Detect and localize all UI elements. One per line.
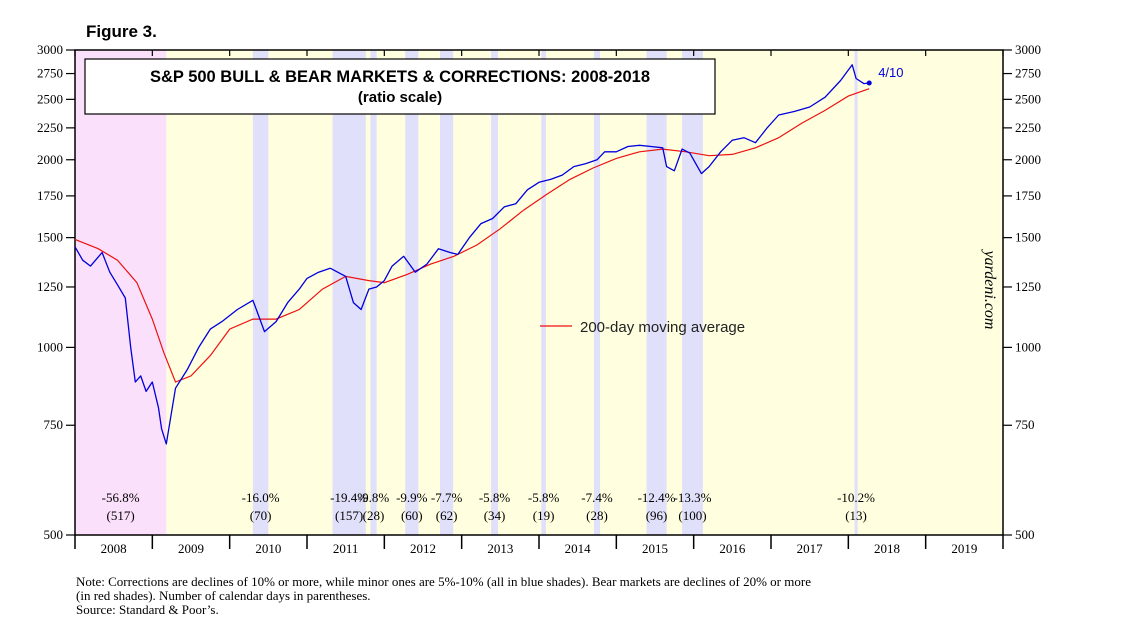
y-tick-label-right: 1250 xyxy=(1015,279,1041,294)
period-pct-label: -56.8% xyxy=(102,490,140,505)
period-days-label: (70) xyxy=(250,508,272,523)
y-tick-label-left: 750 xyxy=(44,417,64,432)
shade-correction-1 xyxy=(252,50,269,535)
x-tick-label: 2011 xyxy=(333,541,359,556)
period-pct-label: -9.8% xyxy=(358,490,390,505)
shade-correction-10 xyxy=(682,50,703,535)
x-tick-label: 2008 xyxy=(101,541,127,556)
plot-background xyxy=(75,50,1003,535)
y-tick-label-left: 2250 xyxy=(37,120,63,135)
y-tick-label-left: 2750 xyxy=(37,66,63,81)
period-pct-label: -9.9% xyxy=(396,490,428,505)
period-pct-label: -5.8% xyxy=(528,490,560,505)
y-tick-label-left: 500 xyxy=(44,527,64,542)
x-tick-label: 2016 xyxy=(719,541,746,556)
legend-label-ma: 200-day moving average xyxy=(580,319,745,336)
period-days-label: (157) xyxy=(335,508,363,523)
period-pct-label: -16.0% xyxy=(242,490,280,505)
period-pct-label: -7.7% xyxy=(431,490,463,505)
x-tick-label: 2015 xyxy=(642,541,668,556)
note-line-1: Note: Corrections are declines of 10% or… xyxy=(76,574,811,589)
y-tick-label-right: 1000 xyxy=(1015,339,1041,354)
y-tick-label-left: 2000 xyxy=(37,152,63,167)
x-tick-label: 2019 xyxy=(951,541,977,556)
x-tick-label: 2014 xyxy=(565,541,592,556)
plot-area xyxy=(75,50,1003,535)
period-days-label: (62) xyxy=(436,508,458,523)
title-box: S&P 500 BULL & BEAR MARKETS & CORRECTION… xyxy=(84,58,716,115)
period-days-label: (517) xyxy=(107,508,135,523)
axes: 500 500 750 750 1000 1000 1250 1250 1500 1500 1750… xyxy=(37,42,1041,556)
y-tick-label-right: 3000 xyxy=(1015,42,1041,57)
period-pct-label: -10.2% xyxy=(837,490,875,505)
period-pct-label: -12.4% xyxy=(638,490,676,505)
y-tick-label-left: 1000 xyxy=(37,339,63,354)
y-tick-label-left: 1750 xyxy=(37,188,63,203)
legend: 200-day moving average xyxy=(540,319,745,336)
y-tick-label-left: 2500 xyxy=(37,91,63,106)
chart-subtitle: (ratio scale) xyxy=(358,89,442,106)
y-tick-label-right: 2250 xyxy=(1015,120,1041,135)
x-tick-label: 2012 xyxy=(410,541,436,556)
shaded-periods xyxy=(75,50,858,535)
period-days-label: (96) xyxy=(646,508,668,523)
shade-correction-2 xyxy=(332,50,366,535)
period-pct-label: -13.3% xyxy=(674,490,712,505)
period-pct-label: -19.4% xyxy=(330,490,368,505)
period-days-label: (19) xyxy=(533,508,555,523)
series-lines xyxy=(74,64,872,445)
shade-correction-11 xyxy=(854,50,858,535)
x-tick-label: 2017 xyxy=(797,541,824,556)
period-days-label: (100) xyxy=(678,508,706,523)
y-tick-label-right: 2000 xyxy=(1015,152,1041,167)
y-tick-label-left: 1250 xyxy=(37,279,63,294)
source-line: Source: Standard & Poor’s. xyxy=(76,602,219,617)
last-point-marker xyxy=(866,80,872,86)
shade-correction-6 xyxy=(491,50,499,535)
y-tick-label-left: 3000 xyxy=(37,42,63,57)
chart-title: S&P 500 BULL & BEAR MARKETS & CORRECTION… xyxy=(150,68,650,86)
y-tick-label-right: 1500 xyxy=(1015,230,1041,245)
period-days-label: (28) xyxy=(586,508,608,523)
period-labels: -56.8% (517) -16.0% (70) -19.4% (157) -9.8% (28… xyxy=(102,490,876,523)
price-line xyxy=(74,64,870,445)
x-tick-label: 2013 xyxy=(487,541,513,556)
period-days-label: (60) xyxy=(401,508,423,523)
period-pct-label: -7.4% xyxy=(581,490,613,505)
y-tick-label-right: 2500 xyxy=(1015,91,1041,106)
period-pct-label: -5.8% xyxy=(479,490,511,505)
ma-line xyxy=(74,88,870,383)
shade-bear-0 xyxy=(75,50,167,535)
watermark-text: yardeni.com xyxy=(981,249,998,330)
figure-label: Figure 3. xyxy=(86,22,157,41)
shade-correction-8 xyxy=(593,50,601,535)
shade-correction-4 xyxy=(405,50,419,535)
y-tick-label-right: 500 xyxy=(1015,527,1035,542)
shade-correction-9 xyxy=(646,50,667,535)
period-days-label: (28) xyxy=(363,508,385,523)
y-tick-label-right: 2750 xyxy=(1015,66,1041,81)
y-tick-label-left: 1500 xyxy=(37,230,63,245)
shade-correction-5 xyxy=(440,50,454,535)
x-tick-label: 2018 xyxy=(874,541,900,556)
last-point-label: 4/10 xyxy=(878,65,903,80)
shade-correction-3 xyxy=(370,50,377,535)
shade-correction-7 xyxy=(541,50,546,535)
footnotes: Note: Corrections are declines of 10% or… xyxy=(76,575,1076,617)
y-tick-label-right: 1750 xyxy=(1015,188,1041,203)
y-tick-label-right: 750 xyxy=(1015,417,1035,432)
title-box-frame xyxy=(84,58,716,115)
x-tick-label: 2009 xyxy=(178,541,204,556)
period-days-label: (13) xyxy=(845,508,867,523)
x-tick-label: 2010 xyxy=(255,541,281,556)
note-line-2: (in red shades). Number of calendar days… xyxy=(76,588,371,603)
period-days-label: (34) xyxy=(484,508,506,523)
